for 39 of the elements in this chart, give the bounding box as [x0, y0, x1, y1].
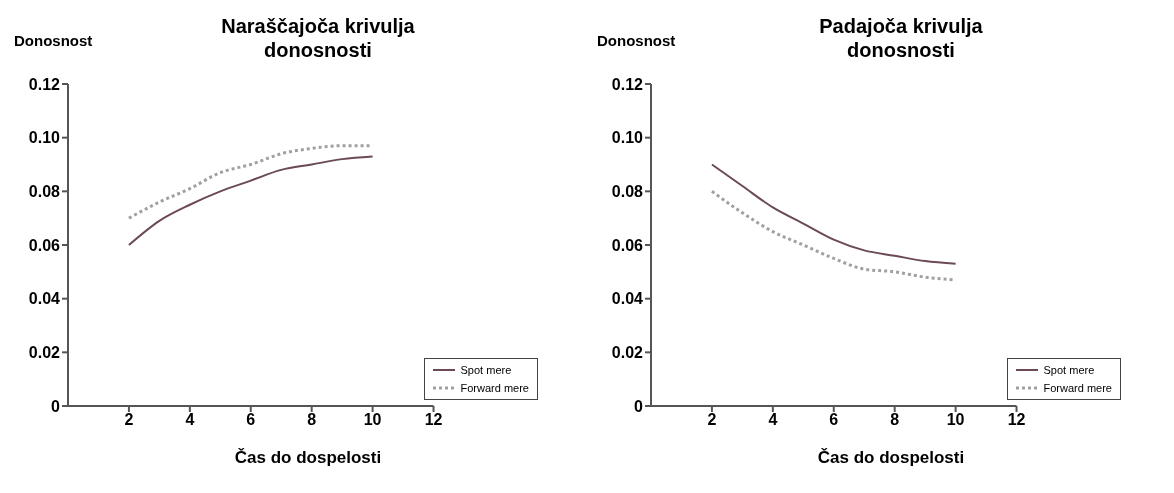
x-tick-label: 10 [363, 411, 382, 429]
line-series [710, 163, 957, 265]
x-axis-title: Čas do dospelosti [233, 448, 383, 468]
y-tick-label: 0.06 [28, 236, 61, 254]
y-tick-label: 0 [51, 397, 61, 415]
y-tick-label: 0.08 [28, 183, 61, 201]
x-tick-label: 2 [707, 411, 717, 429]
x-tick-label: 12 [424, 411, 443, 429]
y-tick-label: 0.10 [28, 129, 61, 147]
legend-label: Spot mere [460, 363, 512, 378]
y-tick-label: 0.10 [611, 129, 644, 147]
x-tick-label: 6 [246, 411, 256, 429]
x-tick-label: 2 [124, 411, 134, 429]
x-tick-label: 8 [307, 411, 317, 429]
x-axis-title: Čas do dospelosti [816, 448, 966, 468]
y-axis-title: Donosnost [14, 32, 93, 49]
y-tick-label: 0.12 [28, 75, 61, 93]
x-tick-label: 4 [185, 411, 195, 429]
legend-label: Forward mere [1043, 381, 1112, 396]
x-tick-label: 8 [890, 411, 900, 429]
y-tick-label: 0.04 [28, 290, 61, 308]
x-tick-label: 12 [1007, 411, 1026, 429]
y-tick-label: 0.04 [611, 290, 644, 308]
y-tick-label: 0 [634, 397, 644, 415]
y-tick-label: 0.12 [611, 75, 644, 93]
y-tick-label: 0.02 [28, 344, 61, 362]
legend-label: Spot mere [1043, 363, 1095, 378]
y-tick-label: 0.08 [611, 183, 644, 201]
y-tick-label: 0.02 [611, 344, 644, 362]
x-tick-label: 4 [768, 411, 778, 429]
legend-label: Forward mere [460, 381, 529, 396]
line-series [710, 189, 958, 282]
line-series [127, 155, 374, 246]
x-tick-label: 6 [829, 411, 839, 429]
chart-title: Naraščajoča krivulja donosnosti [220, 14, 416, 62]
chart-title: Padajoča krivulja donosnosti [818, 14, 984, 62]
y-tick-label: 0.06 [611, 236, 644, 254]
y-axis-title: Donosnost [597, 32, 676, 49]
x-tick-label: 10 [946, 411, 965, 429]
